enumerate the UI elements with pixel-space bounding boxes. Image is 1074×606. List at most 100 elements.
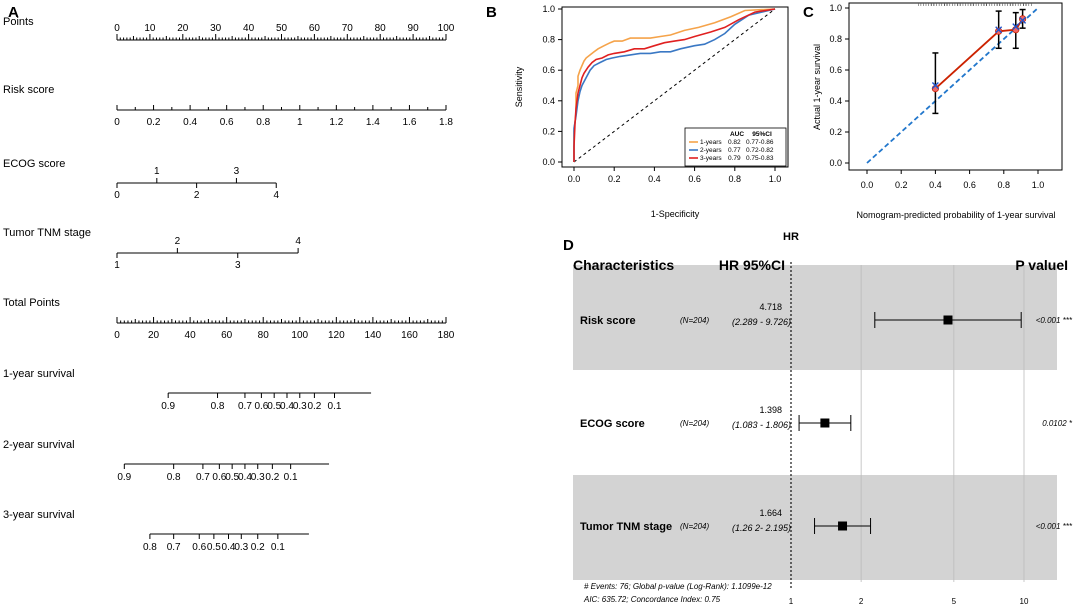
survival-tick-label: 0.3 [251,472,265,483]
forest-footnote-events: # Events: 76; Global p-value (Log-Rank):… [584,582,772,591]
survival-tick-label: 0.5 [267,401,281,412]
forest-hr-label: HR [783,231,799,243]
survival-tick-label: 0.7 [167,542,181,553]
points-tick-label: 100 [438,23,455,34]
risk-score-tick-label: 0.6 [220,117,234,128]
nomogram-row-label: Total Points [3,297,60,309]
roc-x-tick-label: 0.4 [648,174,661,184]
total-points-tick-label: 140 [365,330,382,341]
ecog-tick-label-above: 3 [234,166,240,177]
survival-tick-label: 0.6 [192,542,206,553]
survival-tick-label: 0.2 [307,401,321,412]
survival-tick-label: 0.8 [211,401,225,412]
survival-tick-label: 0.9 [161,401,175,412]
nomogram-row-label: Points [3,16,34,28]
risk-score-tick-label: 1.4 [366,117,380,128]
calibration-observed-point [995,27,1003,35]
points-tick-label: 40 [243,23,255,34]
calibration-y-tick-label: 0.8 [829,34,842,44]
roc-legend-box [684,127,787,167]
total-points-tick-label: 20 [148,330,160,341]
panel-letter-c: C [803,4,814,21]
calibration-ideal-marker [995,26,1003,34]
calibration-observed-line [934,18,1024,90]
calibration-ideal-marker [1019,16,1027,24]
calibration-x-tick-label: 0.4 [929,180,942,190]
forest-x-tick-label: 1 [789,597,794,606]
roc-legend-ci: 0.77-0.86 [746,139,774,146]
total-points-tick-label: 120 [328,330,345,341]
forest-row-ci-text: (2.289 - 9.726) [732,317,791,327]
roc-x-tick-label: 0.6 [688,174,701,184]
ecog-tick-label-below: 2 [194,190,200,201]
roc-y-tick-label: 0.2 [542,126,555,136]
survival-tick-label: 0.1 [284,472,298,483]
survival-tick-label: 0.3 [234,542,248,553]
panel-b-roc: B 0.0 0.2 0.4 0.6 0.8 1.0 0.0 0.2 0.4 0.6 0.8 1.0 1-… [486,4,789,219]
forest-row-ci-text: (1.083 - 1.806) [732,420,791,430]
risk-score-tick-label: 1.6 [402,117,416,128]
survival-tick-label: 0.8 [167,472,181,483]
roc-x-tick-label: 0.8 [729,174,742,184]
nomogram-row-label: ECOG score [3,158,65,170]
survival-tick-label: 0.5 [207,542,221,553]
calibration-y-axis-label: Actual 1-year survival [812,44,822,130]
survival-tick-label: 0.8 [143,542,157,553]
roc-legend-series-name: 3-years [700,155,722,162]
panel-d-forest: D HR Characteristics HR 95%CI P valueI Risk … [563,231,1073,606]
roc-legend-series-name: 1-years [700,139,722,146]
calibration-y-tick-label: 0.2 [829,127,842,137]
points-tick-label: 70 [342,23,354,34]
calibration-x-tick-label: 0.6 [963,180,976,190]
survival-tick-label: 0.9 [117,472,131,483]
forest-row-name: Risk score [580,315,636,327]
roc-y-tick-label: 0.0 [542,157,555,167]
forest-col-p: P valueI [1015,257,1068,273]
calibration-x-tick-label: 0.8 [998,180,1011,190]
points-tick-label: 0 [114,23,120,34]
calibration-ideal-marker [931,82,939,89]
calibration-ideal-line [866,7,1039,164]
roc-legend-ci: 0.75-0.83 [746,155,774,162]
roc-legend-ci: 0.72-0.82 [746,147,774,154]
panel-letter-d: D [563,237,574,254]
panel-a-nomogram: A Points Risk score ECOG score Tumor TNM st… [3,4,455,553]
survival-tick-label: 0.2 [251,542,265,553]
nomogram-row-label: Risk score [3,84,54,96]
calibration-observed-point [1019,15,1027,23]
forest-row-name: Tumor TNM stage [580,521,672,533]
survival-tick-label: 0.7 [238,401,252,412]
ecog-tick-label-below: 4 [273,190,279,201]
calibration-plot-frame [848,2,1063,171]
forest-col-characteristics: Characteristics [573,257,674,273]
roc-x-tick-label: 1.0 [769,174,782,184]
roc-curve-1-years [573,8,776,162]
total-points-tick-label: 0 [114,330,120,341]
calibration-x-tick-label: 0.2 [895,180,908,190]
survival-tick-label: 0.1 [271,542,285,553]
forest-row-band [573,265,1057,370]
roc-legend-auc: 0.79 [728,155,741,162]
roc-y-tick-label: 0.6 [542,65,555,75]
panel-letter-b: B [486,4,497,21]
forest-row-hr-value: 4.718 [759,302,782,312]
forest-row-n: (N=204) [680,522,709,531]
survival-tick-label: 0.3 [293,401,307,412]
forest-row-p-value: 0.0102 * [1042,419,1073,428]
nomogram-row-label: 2-year survival [3,439,75,451]
risk-score-tick-label: 0 [114,117,120,128]
roc-reference-diagonal [573,8,776,163]
risk-score-tick-label: 0.4 [183,117,197,128]
roc-y-tick-label: 0.8 [542,35,555,45]
calibration-x-tick-label: 1.0 [1032,180,1045,190]
tnm-tick-label-above: 4 [295,236,301,247]
calibration-x-axis-label: Nomogram-predicted probability of 1-year… [856,210,1055,220]
total-points-tick-label: 80 [258,330,270,341]
forest-hr-point [943,315,953,325]
nomogram-row-label: 3-year survival [3,509,75,521]
tnm-tick-label-above: 2 [175,236,181,247]
risk-score-tick-label: 1.2 [329,117,343,128]
points-tick-label: 50 [276,23,288,34]
forest-hr-point [820,418,830,428]
